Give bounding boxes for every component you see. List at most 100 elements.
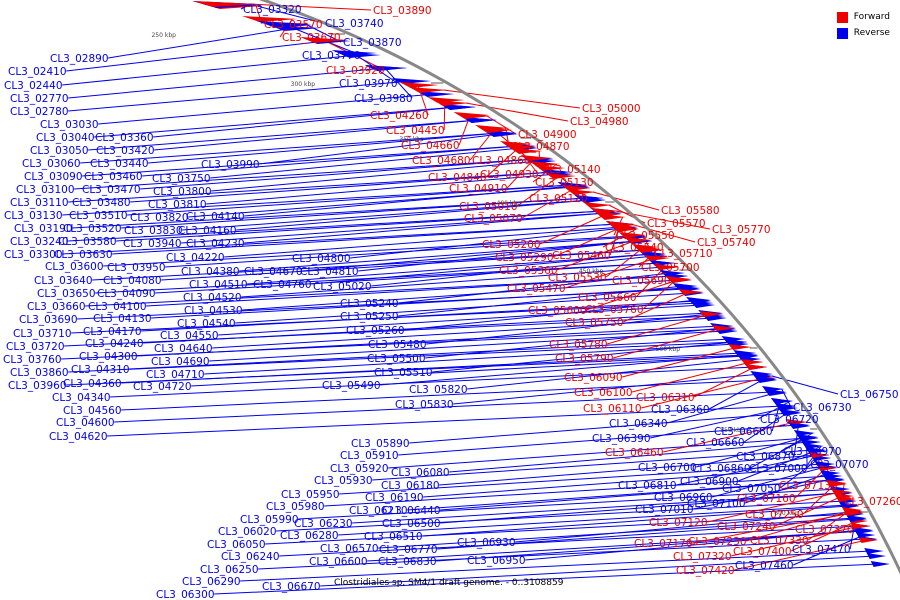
gene-label: CL3_05490 <box>322 380 381 392</box>
leader-line <box>485 146 520 178</box>
leader-line <box>707 491 841 523</box>
gene-label: CL3_05950 <box>281 489 340 501</box>
gene-arrow <box>484 131 519 137</box>
gene-label: CL3_05660 <box>578 292 637 304</box>
gene-label: CL3_02890 <box>50 53 109 65</box>
gene-label: CL3_03660 <box>27 301 86 313</box>
gene-label: CL3_04140 <box>186 211 245 223</box>
leader-line <box>802 483 836 515</box>
leader-line <box>794 467 827 499</box>
gene-label: CL3_04720 <box>133 381 192 393</box>
gene-arrow <box>793 430 816 436</box>
tick-label: 300 kbp <box>291 81 316 88</box>
gene-arrow <box>576 197 606 203</box>
gene-label: CL3_05910 <box>340 450 399 462</box>
leader-line <box>241 266 665 298</box>
leader-line <box>240 550 873 582</box>
gene-label: CL3_04240 <box>85 338 144 350</box>
gene-label: CL3_03090 <box>24 171 83 183</box>
gene-arrow <box>618 232 646 238</box>
gene-arrow <box>643 255 671 261</box>
leader-line <box>774 495 843 527</box>
gene-label: CL3_06970 <box>783 446 842 458</box>
leader-line <box>439 454 818 486</box>
leader-line <box>650 407 786 439</box>
gene-label: CL3_06900 <box>680 476 739 488</box>
gene-label: CL3_04860 <box>472 155 531 167</box>
leader-line <box>425 327 723 359</box>
leader-line <box>367 530 863 562</box>
leader-line <box>141 300 699 332</box>
kbp-tick-labels: 250 kbp 300 kbp 350 kbp 400 kbp 450 kbp 500 k… <box>151 32 868 517</box>
gene-arrow <box>461 117 497 123</box>
leader-line <box>191 355 746 387</box>
gene-label: CL3_07070 <box>810 459 869 471</box>
gene-arrow <box>499 141 533 147</box>
gene-label: CL3_04170 <box>83 326 142 338</box>
gene-arrow <box>545 173 577 179</box>
gene-arrow <box>583 202 612 208</box>
gene-arrow <box>702 315 727 321</box>
leader-line <box>743 411 789 443</box>
gene-arrow <box>699 311 724 317</box>
leader-line <box>486 115 517 135</box>
gene-label: CL3_06860 <box>692 463 751 475</box>
leader-line <box>409 412 790 444</box>
gene-label: CL3_03750 <box>152 173 211 185</box>
gene-label: CL3_05770 <box>712 224 771 236</box>
gene-arrow <box>744 364 768 370</box>
gene-label: CL3_06090 <box>564 372 623 384</box>
leader-line <box>62 54 358 86</box>
leader-line <box>218 304 702 336</box>
gene-label: CL3_03920 <box>326 65 385 77</box>
gene-label: CL3_03860 <box>10 367 69 379</box>
leader-line <box>181 212 606 244</box>
gene-label: CL3_06180 <box>381 480 440 492</box>
leader-line <box>667 392 775 424</box>
strand-legend: Forward Reverse <box>836 9 890 41</box>
leader-line <box>212 317 714 349</box>
gene-arrow <box>770 398 793 404</box>
gene-arrow <box>432 100 470 106</box>
gene-arrow <box>455 113 491 119</box>
gene-arrow <box>510 148 543 154</box>
gene-label: CL3_05460 <box>552 250 611 262</box>
gene-arrow <box>761 386 785 392</box>
gene-label: CL3_05710 <box>654 248 713 260</box>
gene-label: CL3_06750 <box>840 389 899 401</box>
gene-arrow <box>855 532 876 538</box>
leader-line <box>258 538 867 570</box>
gene-arrow <box>711 325 736 331</box>
leader-line <box>432 341 735 373</box>
gene-arrow <box>802 443 824 449</box>
gene-arrow <box>653 264 680 270</box>
gene-label: CL3_03420 <box>96 145 155 157</box>
leader-line <box>121 352 744 384</box>
leader-line <box>422 505 849 537</box>
gene-label: CL3_07130 <box>779 480 838 492</box>
gene-label: CL3_06020 <box>218 526 277 538</box>
leader-line <box>807 509 851 541</box>
gene-label: CL3_05140 <box>542 164 601 176</box>
gene-label: CL3_06230 <box>294 518 353 530</box>
leader-line <box>380 354 746 386</box>
leader-line <box>320 555 875 587</box>
leader-line <box>153 106 457 138</box>
gene-arrow <box>850 523 871 529</box>
leader-line <box>114 391 775 423</box>
leader-line <box>556 239 637 271</box>
leader-line <box>339 463 824 495</box>
gene-label: CL3_02780 <box>10 106 69 118</box>
gene-label: CL3_04760 <box>253 279 312 291</box>
leader-line <box>440 492 841 524</box>
gene-label: CL3_06300 <box>156 589 215 600</box>
gene-label: CL3_05600 <box>528 305 587 317</box>
gene-label: CL3_03040 <box>36 132 95 144</box>
gene-label: CL3_05120 <box>529 193 588 205</box>
gene-label: CL3_06390 <box>592 433 651 445</box>
leader-line <box>602 228 637 248</box>
gene-label: CL3_05930 <box>314 475 373 487</box>
gene-label: CL3_06080 <box>391 467 450 479</box>
leader-line <box>116 210 604 242</box>
